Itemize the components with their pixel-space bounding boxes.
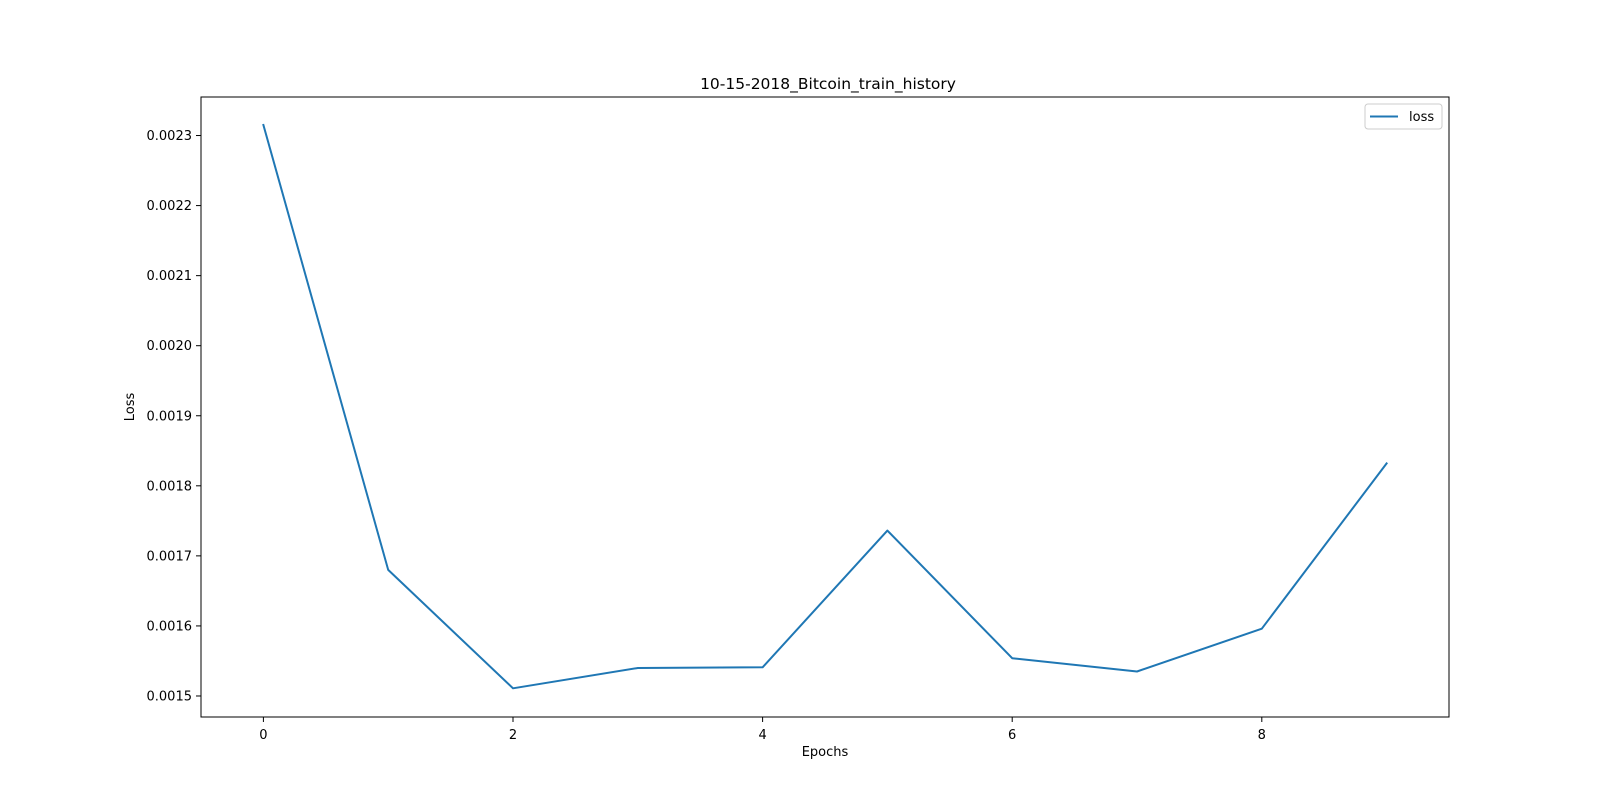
y-tick-label: 0.0015 [147, 689, 193, 704]
y-tick-label: 0.0016 [147, 619, 193, 634]
y-tick-label: 0.0017 [147, 549, 193, 564]
x-tick-label: 6 [1008, 728, 1016, 743]
chart-title: 10-15-2018_Bitcoin_train_history [700, 75, 956, 94]
axes-frame [200, 96, 1450, 718]
y-tick-label: 0.0018 [147, 479, 193, 494]
x-tick-label: 2 [509, 728, 517, 743]
y-axis-label: Loss [123, 393, 138, 422]
x-axis-label: Epochs [802, 745, 849, 760]
legend-label-loss: loss [1409, 110, 1434, 125]
y-tick-label: 0.0023 [147, 129, 193, 144]
y-tick-label: 0.0020 [147, 339, 193, 354]
x-tick-label: 4 [758, 728, 766, 743]
legend-box [1364, 103, 1443, 130]
series-line-loss [262, 123, 1389, 690]
y-tick-label: 0.0022 [147, 199, 193, 214]
x-tick-label: 0 [259, 728, 267, 743]
y-tick-label: 0.0021 [147, 269, 193, 284]
y-tick-label: 0.0019 [147, 409, 193, 424]
x-axis: 0 2 4 6 8 [259, 717, 1266, 743]
legend: loss [1364, 103, 1443, 130]
plot-area [262, 123, 1389, 690]
y-axis: 0.0015 0.0016 0.0017 0.0018 0.0019 0.0020 0.00… [147, 129, 201, 704]
x-tick-label: 8 [1258, 728, 1266, 743]
